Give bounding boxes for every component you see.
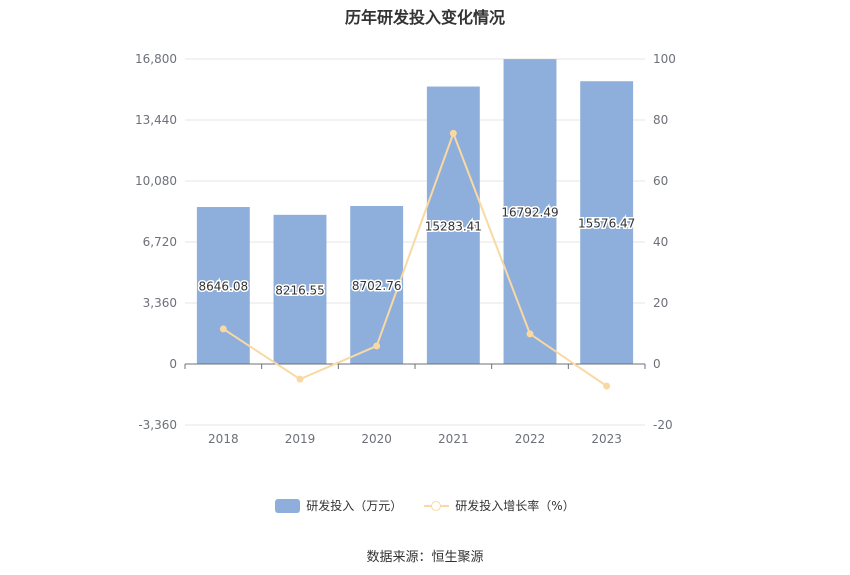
growth-line [222,130,608,387]
growth-point [526,330,534,338]
bar-series [196,59,634,365]
y-right-tick-label: 80 [653,113,668,127]
y-left-tick-label: -3,360 [138,418,177,432]
y-left-tick-label: 6,720 [143,235,177,249]
y-left-tick-label: 3,360 [143,296,177,310]
y-right-tick-label: 0 [653,357,661,371]
axes: -3,360 0 3,360 6,720 10,080 13,440 16,800 -20 0 2… [135,52,676,446]
legend-label-rd-investment: 研发投入（万元） [306,499,403,513]
bar [580,81,634,365]
bar-data-label: 16792.49 [501,206,558,220]
data-source: 数据来源：恒生聚源 [366,550,484,565]
chart-title: 历年研发投入变化情况 [344,8,505,27]
x-tick-label: 2019 [285,432,316,446]
bar [350,206,404,364]
x-tick-label: 2020 [361,432,392,446]
legend-item-growth-rate[interactable]: 研发投入增长率（%） [424,497,575,514]
growth-line-series [219,129,611,390]
y-left-tick-label: 16,800 [135,52,177,66]
y-left-tick-label: 10,080 [135,174,177,188]
y-left-tick-label: 13,440 [135,113,177,127]
legend: 研发投入（万元） 研发投入增长率（%） [0,497,850,514]
legend-label-growth-rate: 研发投入增长率（%） [455,499,575,513]
x-tick-label: 2021 [438,432,469,446]
bar-data-label: 15283.41 [425,219,482,233]
y-left-tick-label: 0 [169,357,177,371]
legend-bar-swatch [275,498,301,513]
data-labels: 8646.08 8216.55 8702.76 15283.41 16792.49 155… [197,204,637,299]
growth-point [296,375,304,383]
growth-point [603,382,611,390]
legend-item-rd-investment[interactable]: 研发投入（万元） [275,497,402,514]
bar-data-label: 15576.47 [578,217,635,231]
growth-point [373,342,381,350]
y-right-tick-label: 40 [653,235,668,249]
bar [196,207,250,364]
growth-point [449,129,457,137]
x-tick-label: 2018 [208,432,239,446]
y-right-tick-label: 100 [653,52,676,66]
x-tick-label: 2023 [591,432,622,446]
bar-data-label: 8216.55 [275,283,325,297]
legend-line-swatch [424,499,450,513]
growth-point [219,325,227,333]
x-tick-label: 2022 [515,432,546,446]
bar [273,214,327,364]
y-right-tick-label: -20 [653,418,673,432]
y-right-tick-label: 20 [653,296,668,310]
bar [503,59,557,364]
bar-data-label: 8702.76 [352,279,402,293]
bar-data-label: 8646.08 [199,280,249,294]
y-right-tick-label: 60 [653,174,668,188]
